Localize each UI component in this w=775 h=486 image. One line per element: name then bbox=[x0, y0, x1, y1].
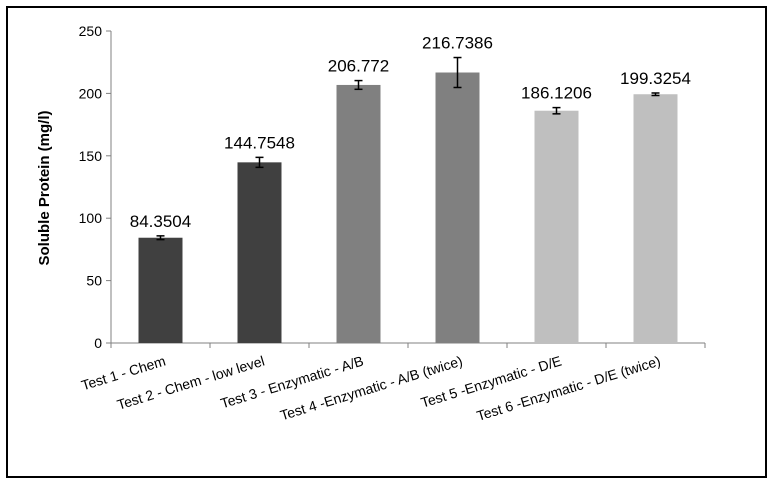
data-label: 186.1206 bbox=[521, 84, 592, 103]
data-label: 84.3504 bbox=[130, 212, 191, 231]
bar bbox=[138, 237, 183, 343]
y-tick-label: 0 bbox=[94, 335, 102, 351]
data-label: 144.7548 bbox=[224, 133, 295, 152]
data-label: 216.7386 bbox=[422, 34, 493, 53]
y-tick-label: 150 bbox=[79, 148, 103, 164]
y-tick-label: 200 bbox=[79, 85, 103, 101]
data-label: 199.3254 bbox=[620, 69, 691, 88]
y-tick-label: 100 bbox=[79, 210, 103, 226]
bar bbox=[435, 72, 480, 343]
bar bbox=[336, 84, 381, 343]
bar bbox=[534, 110, 579, 343]
y-tick-label: 50 bbox=[86, 273, 102, 289]
y-tick-label: 250 bbox=[79, 23, 103, 39]
x-category-label: Test 4 -Enzymatic - A/B (twice) bbox=[278, 353, 464, 424]
bar bbox=[633, 94, 678, 343]
x-category-label: Test 6 -Enzymatic - D/E (twice) bbox=[475, 353, 663, 424]
data-label: 206.772 bbox=[328, 57, 389, 76]
y-axis-label: Soluble Protein (mg/l) bbox=[36, 110, 53, 265]
bar bbox=[237, 162, 282, 343]
